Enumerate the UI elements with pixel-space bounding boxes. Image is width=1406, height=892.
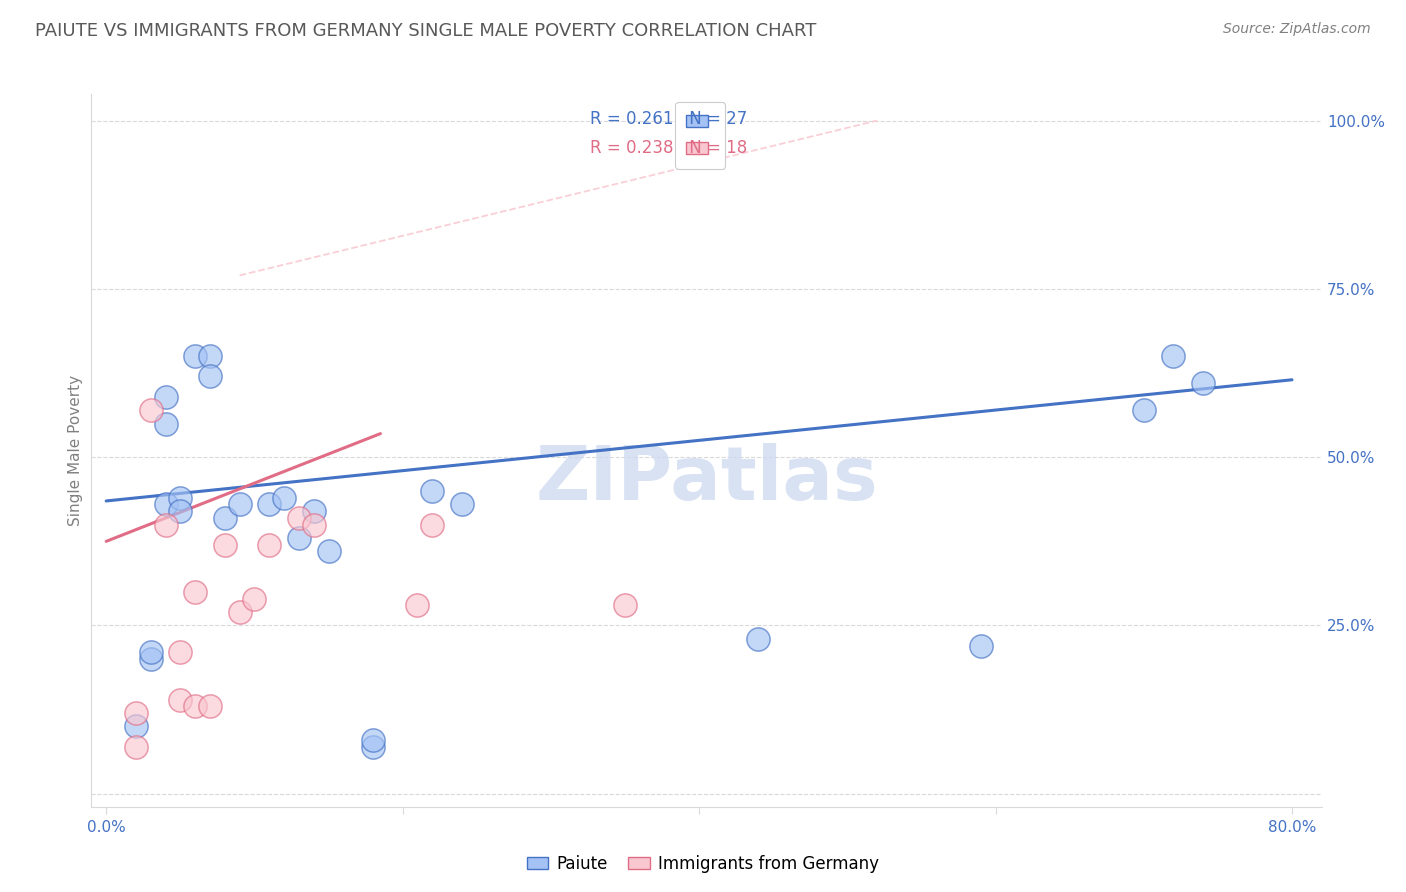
Text: ZIPatlas: ZIPatlas bbox=[536, 442, 877, 516]
Point bbox=[184, 699, 207, 714]
Point bbox=[420, 483, 443, 498]
Legend: , : , bbox=[675, 102, 725, 169]
Point bbox=[228, 605, 250, 619]
Point bbox=[1163, 349, 1185, 363]
Point bbox=[1192, 376, 1215, 391]
Point bbox=[155, 497, 177, 511]
Point bbox=[228, 497, 250, 511]
Point bbox=[125, 706, 148, 720]
Text: PAIUTE VS IMMIGRANTS FROM GERMANY SINGLE MALE POVERTY CORRELATION CHART: PAIUTE VS IMMIGRANTS FROM GERMANY SINGLE… bbox=[35, 22, 817, 40]
Point bbox=[259, 497, 281, 511]
Point bbox=[420, 517, 443, 532]
Text: R = 0.238   N = 18: R = 0.238 N = 18 bbox=[589, 139, 747, 157]
Point bbox=[139, 403, 162, 417]
Legend: Paiute, Immigrants from Germany: Paiute, Immigrants from Germany bbox=[520, 848, 886, 880]
Point bbox=[302, 517, 325, 532]
Point bbox=[125, 739, 148, 754]
Point bbox=[318, 544, 340, 558]
Point bbox=[259, 538, 281, 552]
Point bbox=[214, 510, 236, 524]
Point bbox=[125, 719, 148, 733]
Point bbox=[169, 645, 191, 659]
Point bbox=[747, 632, 769, 646]
Point bbox=[169, 491, 191, 505]
Point bbox=[288, 531, 311, 545]
Point bbox=[406, 599, 429, 613]
Y-axis label: Single Male Poverty: Single Male Poverty bbox=[67, 375, 83, 526]
Point bbox=[169, 692, 191, 706]
Point bbox=[198, 369, 221, 384]
Point bbox=[155, 390, 177, 404]
Point bbox=[361, 739, 384, 754]
Point bbox=[1132, 403, 1154, 417]
Point bbox=[214, 538, 236, 552]
Point bbox=[155, 417, 177, 431]
Point bbox=[614, 599, 637, 613]
Point bbox=[302, 504, 325, 518]
Point bbox=[184, 584, 207, 599]
Point bbox=[139, 645, 162, 659]
Text: Source: ZipAtlas.com: Source: ZipAtlas.com bbox=[1223, 22, 1371, 37]
Point bbox=[273, 491, 295, 505]
Point bbox=[155, 517, 177, 532]
Point bbox=[139, 652, 162, 666]
Point bbox=[361, 733, 384, 747]
Point bbox=[198, 699, 221, 714]
Point bbox=[243, 591, 266, 606]
Text: R = 0.261   N = 27: R = 0.261 N = 27 bbox=[589, 111, 747, 128]
Point bbox=[198, 349, 221, 363]
Point bbox=[451, 497, 474, 511]
Point bbox=[288, 510, 311, 524]
Point bbox=[184, 349, 207, 363]
Point bbox=[169, 504, 191, 518]
Point bbox=[970, 639, 993, 653]
